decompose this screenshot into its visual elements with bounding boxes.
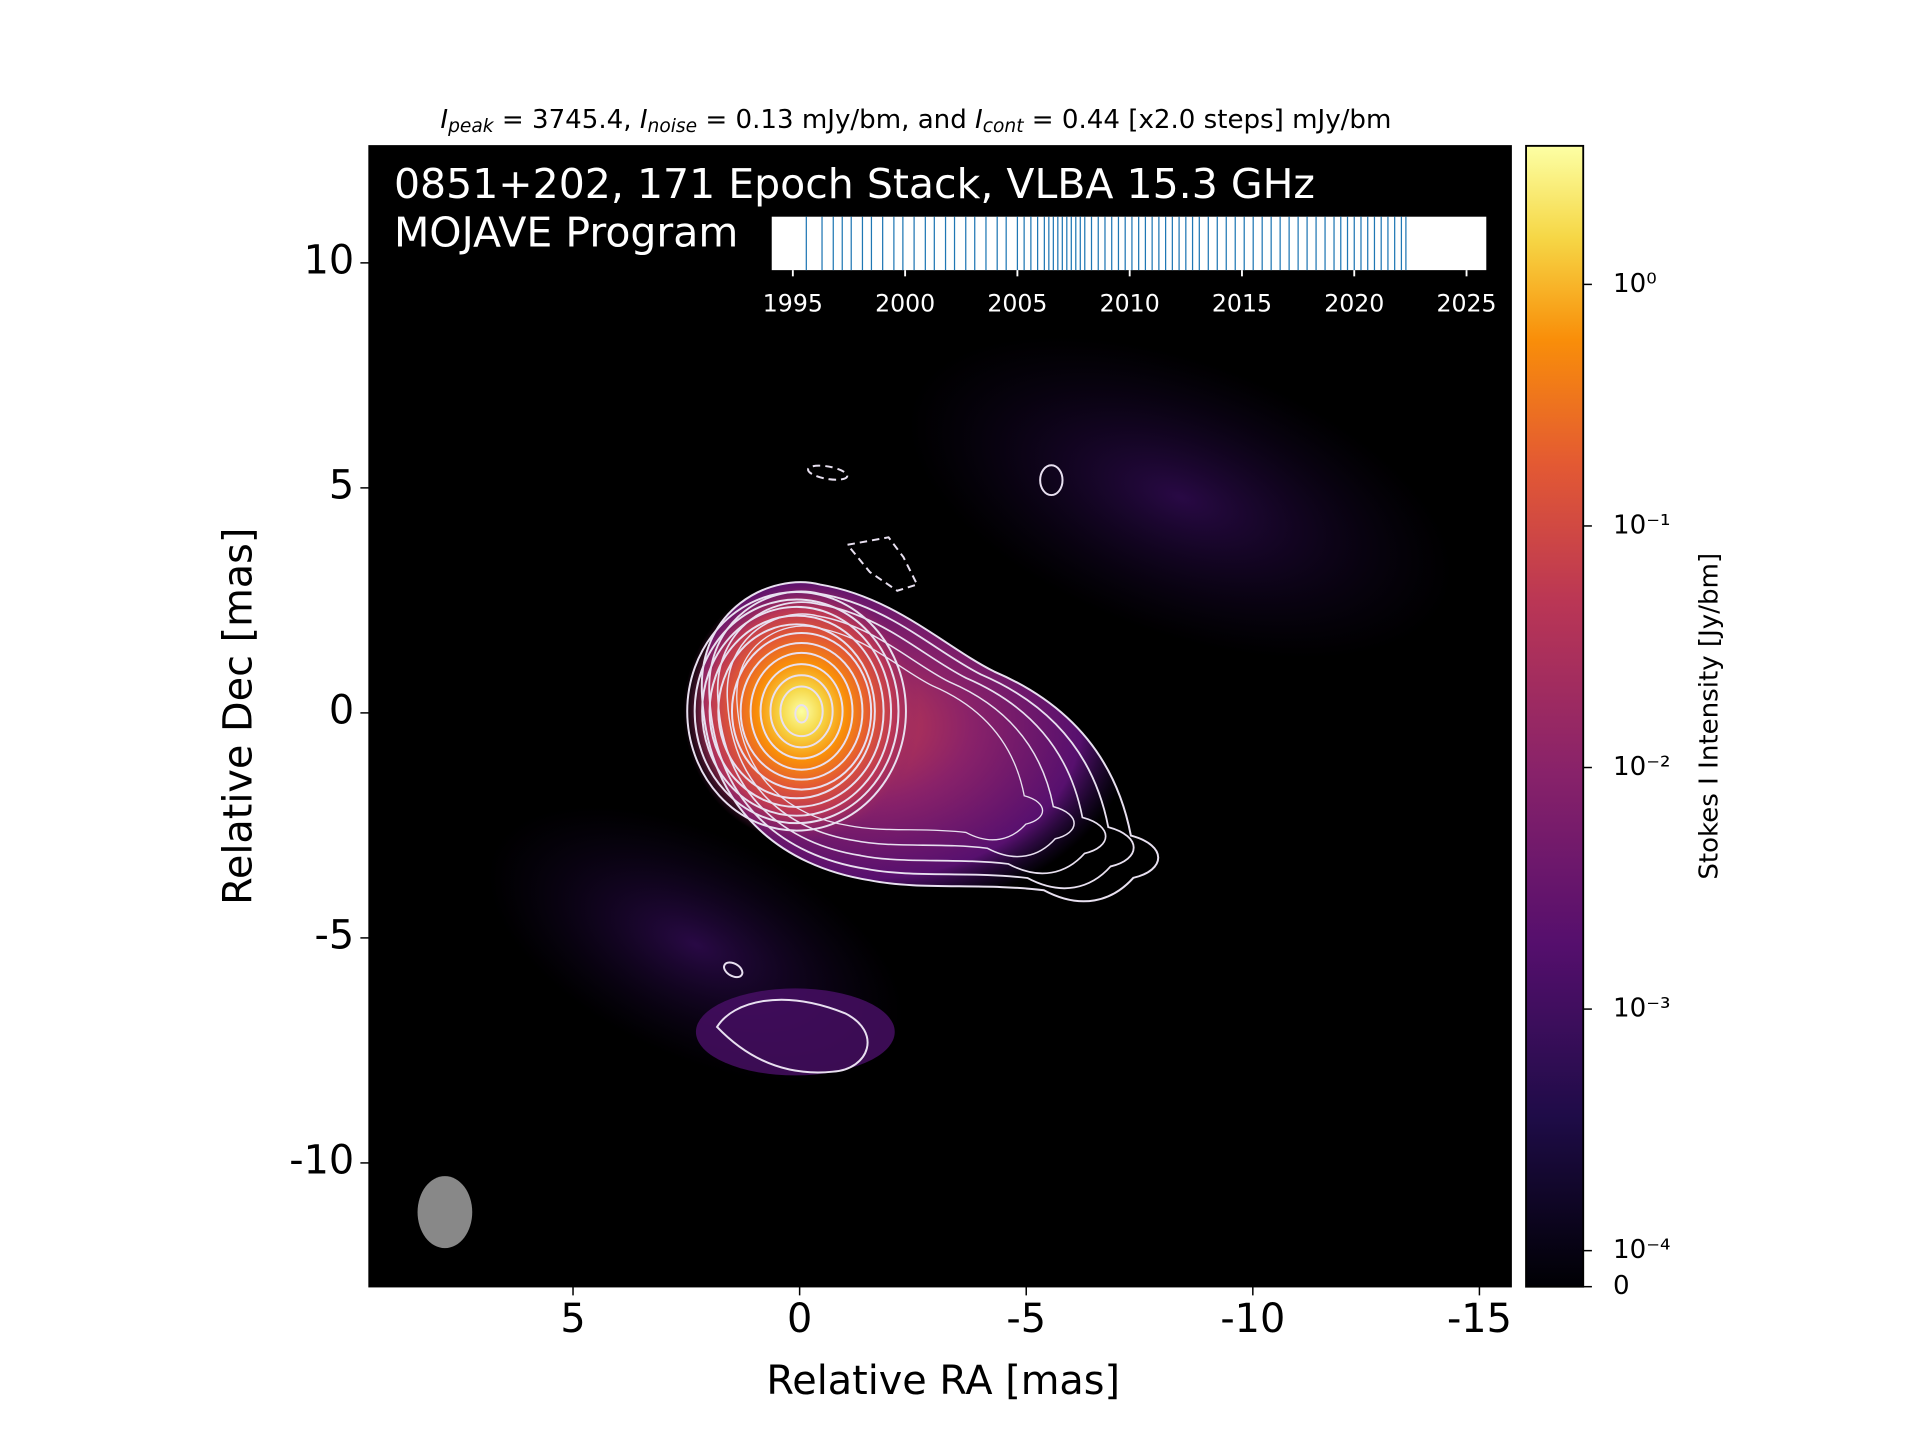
colorbar [1525,144,1585,1288]
title-part: = 3745.4, [494,104,640,134]
inset-tick-label: 1995 [763,289,823,317]
x-tick-label: 0 [787,1296,812,1342]
x-tick-label: -15 [1447,1296,1512,1342]
y-tick-label: 5 [329,462,354,508]
inset-tick-label: 2020 [1324,289,1384,317]
inset-tick-label: 2005 [987,289,1047,317]
y-tick-label: -10 [289,1137,354,1183]
title-part: I [640,104,648,134]
inset-axes [771,216,1487,271]
plot-frame [368,145,1512,1288]
colorbar-tick-label: 10⁰ [1613,269,1657,299]
colorbar-tick-label: 10⁻¹ [1613,510,1670,540]
title-part: peak [447,115,495,136]
contour [749,651,854,771]
title-part: I [440,104,448,134]
x-tick-label: 5 [560,1296,585,1342]
x-axis-label: Relative RA [mas] [766,1358,1120,1404]
colorbar-tick-label: 10⁻² [1613,752,1670,782]
inset-tick-label: 2015 [1212,289,1272,317]
annotation: 0851+202, 171 Epoch Stack, VLBA 15.3 GHz [394,160,1315,208]
colorbar-tick-label: 10⁻³ [1613,994,1670,1024]
contour [779,685,824,738]
contour [739,641,864,781]
annotation: MOJAVE Program [394,208,738,256]
y-tick-label: -5 [315,912,355,958]
y-tick-label: 10 [304,237,355,283]
title-part: I [975,104,983,134]
title-part: cont [983,115,1024,136]
contour [701,605,893,817]
contour [708,614,885,808]
inset-tick-label: 2000 [875,289,935,317]
contour [759,663,844,760]
inset-tick-label: 2010 [1100,289,1160,317]
colorbar-label: Stokes I Intensity [Jy/bm] [1694,553,1724,880]
contour [730,632,873,791]
contour [717,623,876,800]
title-part: noise [648,115,698,136]
inset-tick-label: 2025 [1436,289,1496,317]
contour [693,598,900,825]
image: 0851+202, 171 Epoch Stack, VLBA 15.3 GHz… [369,145,1512,1287]
title-part: = 0.13 mJy/bm, and [697,104,975,134]
contour [686,591,907,832]
title-part: = 0.44 [x2.0 steps] mJy/bm [1024,104,1392,134]
x-tick-label: -5 [1006,1296,1046,1342]
colorbar-tick-label: 10⁻⁴ [1613,1235,1670,1265]
y-axis-label: Relative Dec [mas] [216,528,262,905]
contour [769,674,834,749]
colorbar-tick-label: 0 [1613,1271,1630,1301]
y-tick-label: 0 [329,687,354,733]
chart-title: Ipeak = 3745.4, Inoise = 0.13 mJy/bm, an… [440,104,1391,136]
x-tick-label: -10 [1220,1296,1285,1342]
